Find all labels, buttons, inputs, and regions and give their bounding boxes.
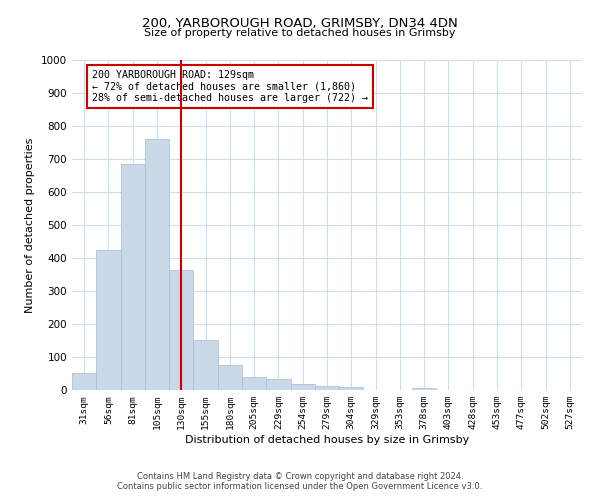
Bar xyxy=(339,388,364,390)
Bar xyxy=(193,340,218,390)
Text: Size of property relative to detached houses in Grimsby: Size of property relative to detached ho… xyxy=(144,28,456,38)
Bar xyxy=(169,270,193,390)
Bar xyxy=(145,139,169,390)
Bar xyxy=(266,380,290,390)
Bar xyxy=(315,386,339,390)
Y-axis label: Number of detached properties: Number of detached properties xyxy=(25,138,35,312)
Bar xyxy=(121,164,145,390)
Text: Contains HM Land Registry data © Crown copyright and database right 2024.: Contains HM Land Registry data © Crown c… xyxy=(137,472,463,481)
Bar xyxy=(218,365,242,390)
Bar xyxy=(242,377,266,390)
Bar xyxy=(412,388,436,390)
Text: 200, YARBOROUGH ROAD, GRIMSBY, DN34 4DN: 200, YARBOROUGH ROAD, GRIMSBY, DN34 4DN xyxy=(142,18,458,30)
Bar xyxy=(96,250,121,390)
X-axis label: Distribution of detached houses by size in Grimsby: Distribution of detached houses by size … xyxy=(185,435,469,445)
Text: 200 YARBOROUGH ROAD: 129sqm
← 72% of detached houses are smaller (1,860)
28% of : 200 YARBOROUGH ROAD: 129sqm ← 72% of det… xyxy=(92,70,368,103)
Text: Contains public sector information licensed under the Open Government Licence v3: Contains public sector information licen… xyxy=(118,482,482,491)
Bar xyxy=(290,384,315,390)
Bar xyxy=(72,373,96,390)
